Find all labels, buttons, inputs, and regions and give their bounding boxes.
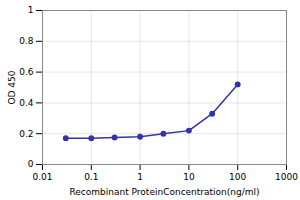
svg-text:10: 10 xyxy=(183,172,195,182)
svg-text:0.4: 0.4 xyxy=(19,98,34,108)
svg-text:1: 1 xyxy=(28,5,34,15)
svg-text:0: 0 xyxy=(28,159,34,169)
svg-text:100: 100 xyxy=(229,172,246,182)
svg-text:0.8: 0.8 xyxy=(19,36,34,46)
svg-text:0.01: 0.01 xyxy=(32,172,52,182)
svg-text:0.6: 0.6 xyxy=(19,67,34,77)
svg-text:1000: 1000 xyxy=(275,172,298,182)
svg-text:Recombinant ProteinConcentrati: Recombinant ProteinConcentration(ng/ml) xyxy=(69,187,259,197)
svg-text:0.2: 0.2 xyxy=(19,129,33,139)
svg-text:OD 450: OD 450 xyxy=(7,70,17,104)
svg-text:0.1: 0.1 xyxy=(84,172,98,182)
svg-text:1: 1 xyxy=(137,172,143,182)
